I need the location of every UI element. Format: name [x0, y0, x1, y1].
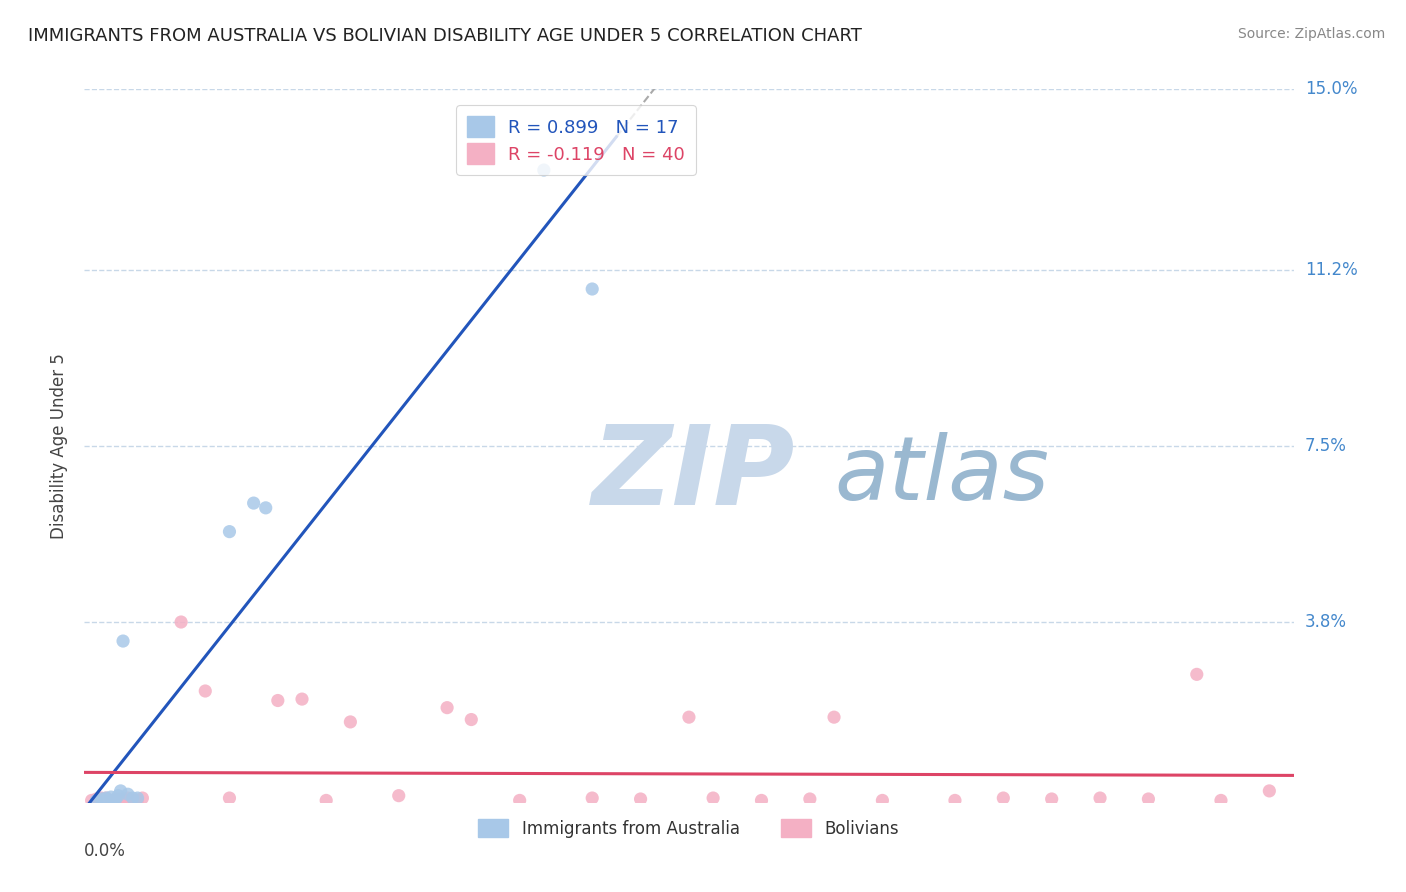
Point — [678, 710, 700, 724]
Point — [117, 791, 139, 805]
Point — [103, 793, 125, 807]
Point — [112, 792, 135, 806]
Point — [339, 714, 361, 729]
Text: atlas: atlas — [834, 432, 1049, 517]
Point — [1258, 784, 1281, 798]
Text: Source: ZipAtlas.com: Source: ZipAtlas.com — [1237, 27, 1385, 41]
Point — [1185, 667, 1208, 681]
Point — [630, 792, 652, 806]
Point — [315, 793, 337, 807]
Legend: Immigrants from Australia, Bolivians: Immigrants from Australia, Bolivians — [472, 813, 905, 845]
Text: 7.5%: 7.5% — [1305, 437, 1347, 455]
Point — [993, 791, 1015, 805]
Point — [581, 282, 603, 296]
Text: 0.0%: 0.0% — [84, 842, 127, 860]
Text: 15.0%: 15.0% — [1305, 80, 1357, 98]
Point — [581, 791, 603, 805]
Point — [90, 792, 112, 806]
Point — [127, 791, 149, 805]
Point — [388, 789, 411, 803]
Point — [872, 793, 894, 807]
Point — [436, 700, 458, 714]
Y-axis label: Disability Age Under 5: Disability Age Under 5 — [51, 353, 69, 539]
Point — [100, 790, 122, 805]
Point — [107, 789, 129, 803]
Point — [104, 792, 127, 806]
Point — [702, 791, 724, 805]
Point — [1040, 792, 1063, 806]
Point — [112, 634, 135, 648]
Point — [509, 793, 531, 807]
Point — [460, 713, 482, 727]
Point — [170, 615, 193, 629]
Point — [80, 793, 103, 807]
Text: 11.2%: 11.2% — [1305, 261, 1357, 279]
Point — [131, 791, 153, 805]
Point — [121, 791, 143, 805]
Point — [823, 710, 845, 724]
Point — [103, 793, 125, 807]
Point — [267, 693, 290, 707]
Text: ZIP: ZIP — [592, 421, 796, 528]
Text: IMMIGRANTS FROM AUSTRALIA VS BOLIVIAN DISABILITY AGE UNDER 5 CORRELATION CHART: IMMIGRANTS FROM AUSTRALIA VS BOLIVIAN DI… — [28, 27, 862, 45]
Point — [1209, 793, 1232, 807]
Point — [90, 791, 112, 805]
Point — [110, 793, 132, 807]
Text: 3.8%: 3.8% — [1305, 613, 1347, 631]
Point — [533, 163, 555, 178]
Point — [218, 524, 240, 539]
Point — [1137, 792, 1160, 806]
Point — [218, 791, 240, 805]
Point — [121, 793, 143, 807]
Point — [86, 792, 108, 806]
Point — [107, 792, 129, 806]
Point — [291, 692, 314, 706]
Point — [86, 793, 108, 807]
Point — [94, 791, 117, 805]
Point — [799, 792, 821, 806]
Point — [1088, 791, 1111, 805]
Point — [194, 684, 217, 698]
Point — [751, 793, 773, 807]
Point — [117, 787, 139, 801]
Point — [127, 793, 149, 807]
Point — [254, 500, 277, 515]
Point — [110, 784, 132, 798]
Point — [94, 791, 117, 805]
Point — [242, 496, 264, 510]
Point — [943, 793, 966, 807]
Point — [97, 793, 120, 807]
